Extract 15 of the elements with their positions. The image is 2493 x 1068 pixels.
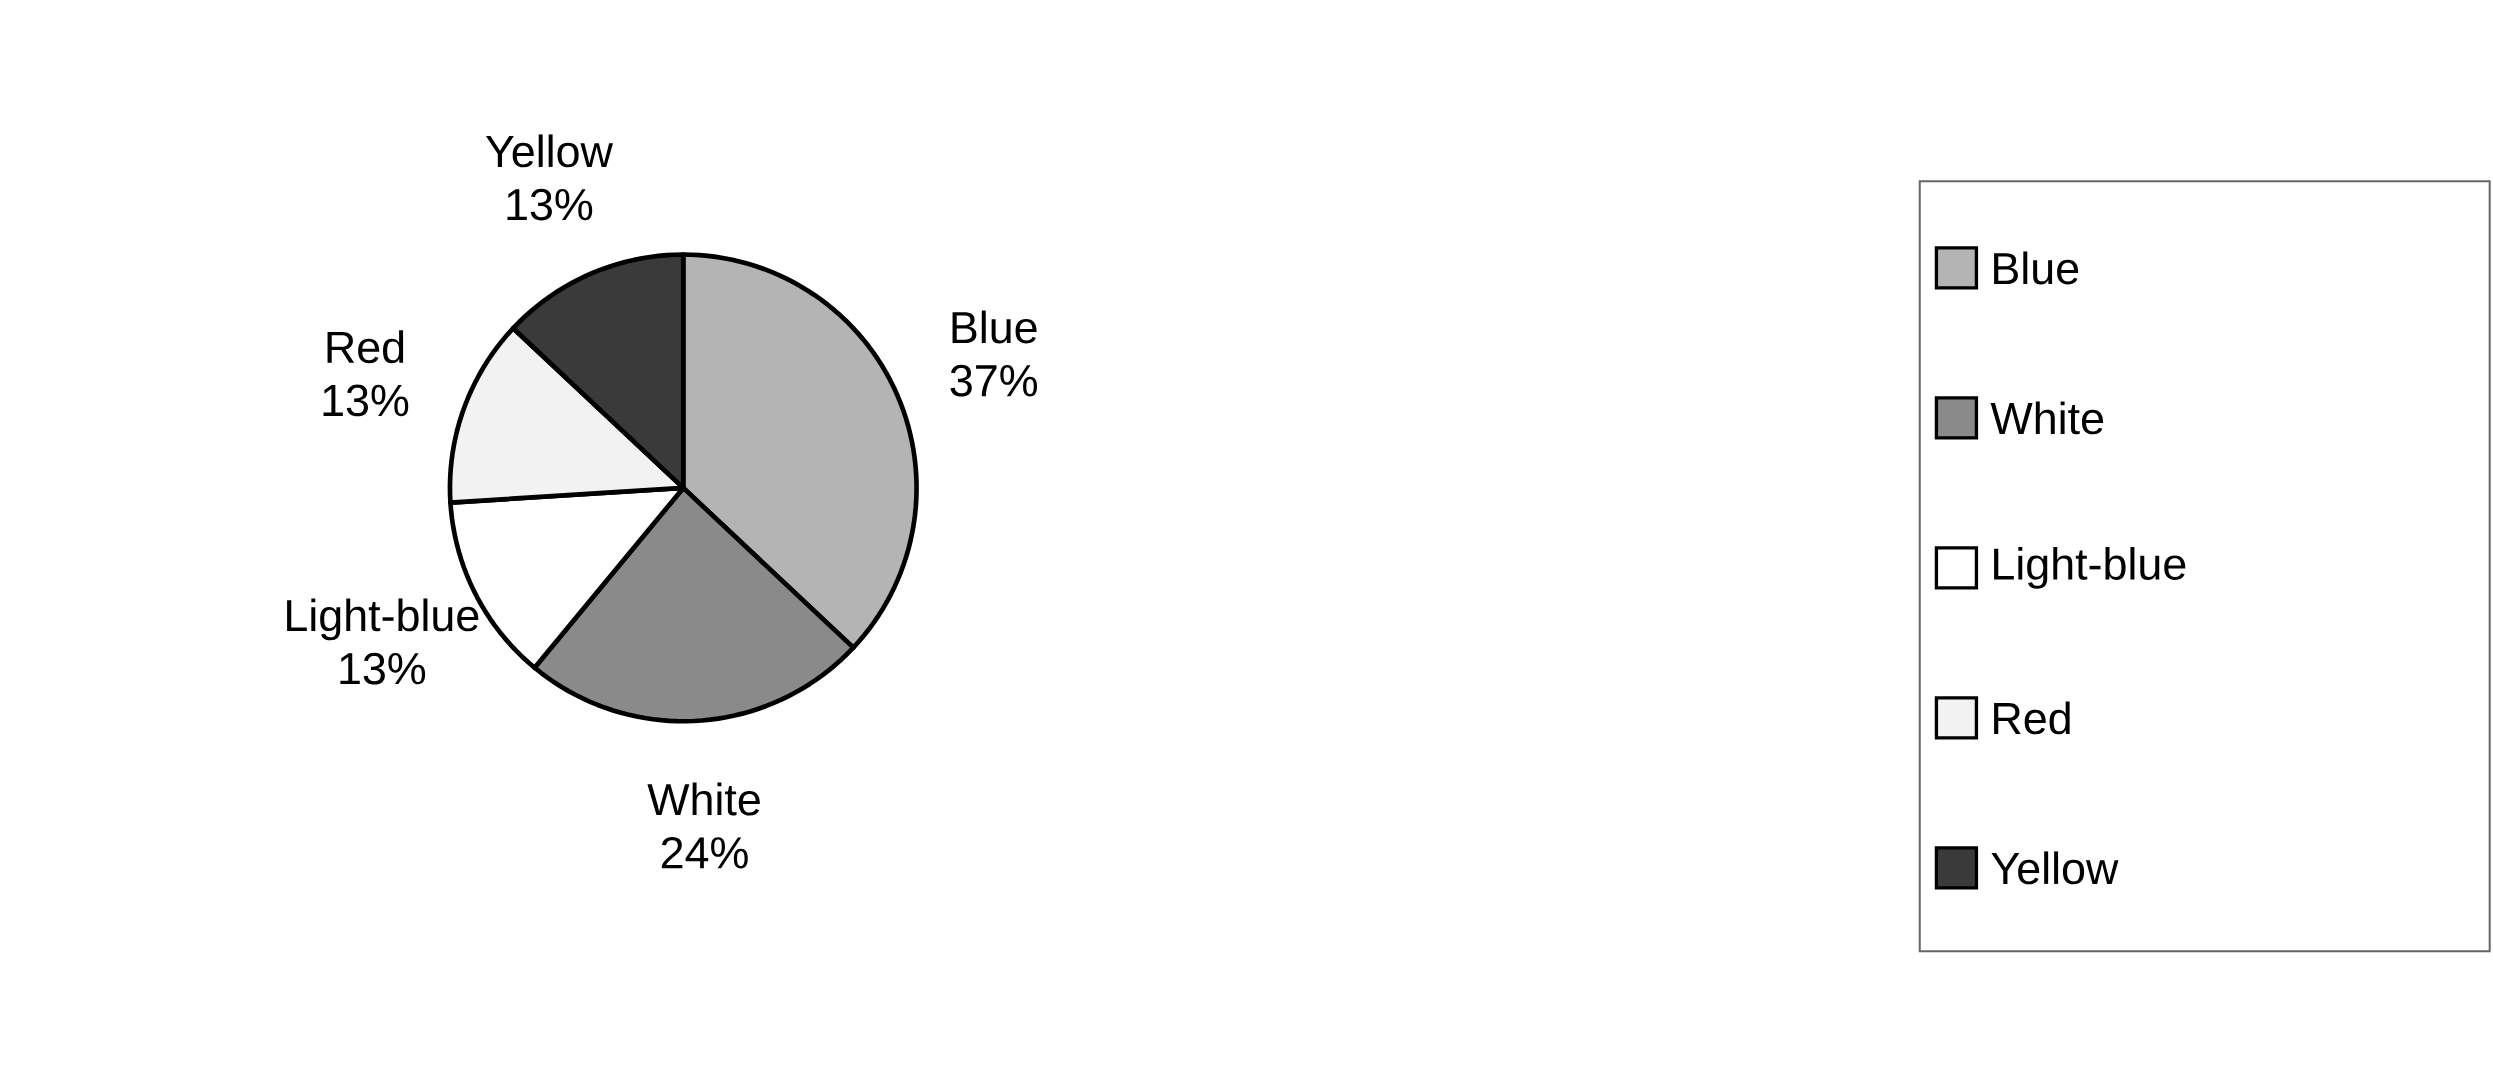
legend-label: Blue [1994, 251, 2079, 285]
data-label: 13% [340, 652, 426, 685]
data-label: 37% [950, 364, 1037, 397]
slice-label: White [647, 782, 760, 816]
data-label: 24% [661, 837, 748, 869]
legend-label: Yellow [1991, 851, 2119, 885]
slice-label: Yellow [485, 134, 613, 168]
slice-label: Blue [952, 310, 1037, 344]
data-label: 13% [323, 384, 409, 417]
data-label: 13% [507, 188, 593, 221]
slice-label: Light-blue [287, 598, 479, 641]
legend-label: Light-blue [1994, 547, 2186, 589]
slice-label: Red [327, 330, 404, 364]
legend-label: Red [1994, 701, 2070, 735]
legend-label: White [1990, 401, 2104, 435]
